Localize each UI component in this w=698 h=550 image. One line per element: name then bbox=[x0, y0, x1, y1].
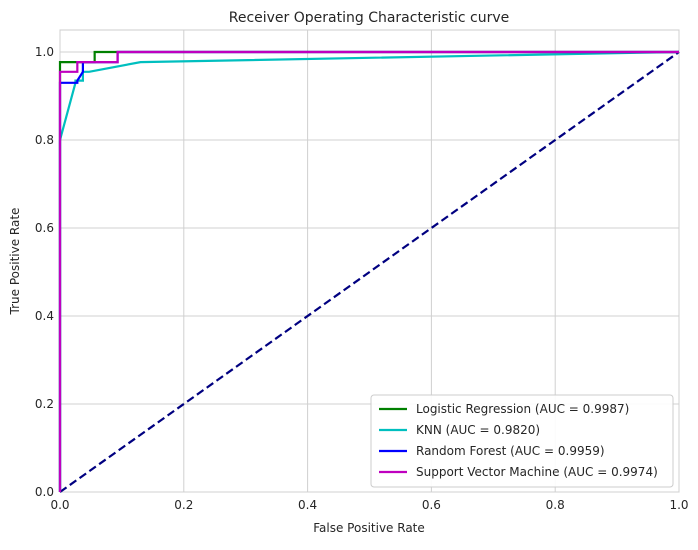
y-tick-label: 0.8 bbox=[35, 133, 54, 147]
y-tick-label: 0.2 bbox=[35, 397, 54, 411]
x-tick-label: 0.2 bbox=[174, 498, 193, 512]
series-line-support-vector-machine bbox=[58, 50, 679, 492]
x-axis-ticks: 0.0 0.2 0.4 0.6 0.8 1.0 bbox=[50, 498, 688, 512]
x-tick-label: 1.0 bbox=[669, 498, 688, 512]
series-line-knn bbox=[58, 50, 680, 492]
legend-box bbox=[370, 394, 674, 488]
legend: Logistic Regression (AUC = 0.9987) KNN (A… bbox=[370, 394, 674, 488]
diagonal-reference-line bbox=[59, 51, 680, 493]
y-axis-label: True Positive Rate bbox=[8, 208, 22, 316]
y-tick-label: 0.4 bbox=[35, 309, 54, 323]
x-tick-label: 0.4 bbox=[298, 498, 317, 512]
x-tick-label: 0.0 bbox=[50, 498, 69, 512]
series-layer bbox=[58, 50, 680, 493]
y-tick-label: 0.0 bbox=[35, 485, 54, 499]
x-tick-label: 0.6 bbox=[422, 498, 441, 512]
y-tick-label: 0.6 bbox=[35, 221, 54, 235]
legend-label: KNN (AUC = 0.9820) bbox=[416, 423, 540, 437]
legend-label: Random Forest (AUC = 0.9959) bbox=[416, 444, 605, 458]
y-axis-ticks: 0.0 0.2 0.4 0.6 0.8 1.0 bbox=[35, 45, 54, 499]
x-axis-label: False Positive Rate bbox=[313, 521, 425, 535]
y-tick-label: 1.0 bbox=[35, 45, 54, 59]
x-tick-label: 0.8 bbox=[546, 498, 565, 512]
chart-title: Receiver Operating Characteristic curve bbox=[229, 10, 510, 26]
legend-label: Logistic Regression (AUC = 0.9987) bbox=[416, 402, 629, 416]
legend-label: Support Vector Machine (AUC = 0.9974) bbox=[416, 465, 658, 479]
